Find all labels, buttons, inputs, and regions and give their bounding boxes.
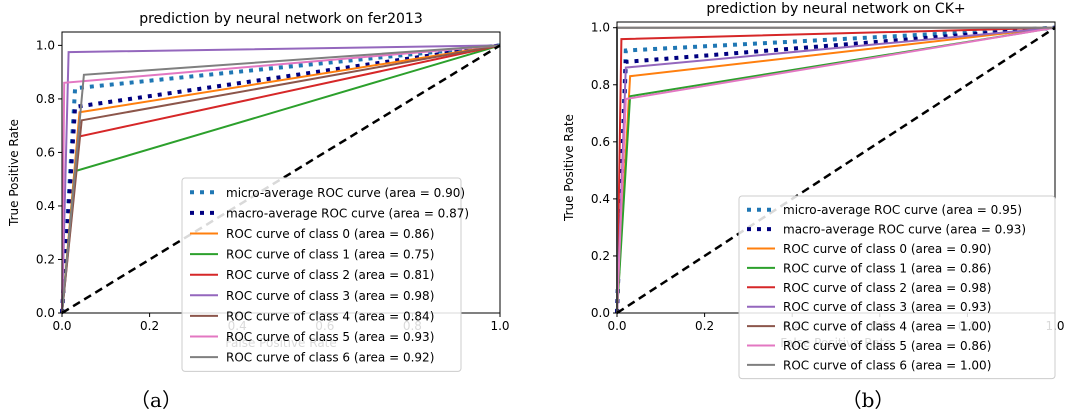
legend-entry: ROC curve of class 4 (area = 0.84) xyxy=(226,309,434,323)
x-tick-label: 0.2 xyxy=(140,319,159,333)
legend-entry: ROC curve of class 3 (area = 0.93) xyxy=(783,300,991,314)
legend: micro-average ROC curve (area = 0.95) mac… xyxy=(738,195,1056,380)
legend-entry: ROC curve of class 1 (area = 0.75) xyxy=(226,248,434,262)
chart-b: prediction by neural network on CK+0.0 0.… xyxy=(562,1,1065,380)
legend-entry: macro-average ROC curve (area = 0.93) xyxy=(783,223,1026,237)
legend-entry: ROC curve of class 1 (area = 0.86) xyxy=(783,261,991,275)
y-tick-label: 0.2 xyxy=(36,252,55,266)
legend-entry: micro-average ROC curve (area = 0.90) xyxy=(226,186,465,200)
y-tick-label: 0.8 xyxy=(591,78,610,92)
chart-a: prediction by neural network on fer2013 0… xyxy=(7,11,510,372)
series-line-7 xyxy=(61,44,501,314)
legend-entry: ROC curve of class 3 (area = 0.98) xyxy=(226,289,434,303)
chance-diagonal-line xyxy=(616,26,1056,315)
x-tick-label: 0.0 xyxy=(607,319,626,333)
y-tick-label: 0.4 xyxy=(591,192,610,206)
legend-box xyxy=(738,195,1056,380)
y-tick-label: 0.0 xyxy=(591,306,610,320)
legend: micro-average ROC curve (area = 0.90) mac… xyxy=(181,177,469,372)
legend-entry: ROC curve of class 4 (area = 1.00) xyxy=(783,320,991,334)
legend-entry: micro-average ROC curve (area = 0.95) xyxy=(783,203,1022,217)
legend-entry: ROC curve of class 5 (area = 0.86) xyxy=(783,339,991,353)
series-line-5 xyxy=(61,44,501,314)
series-line-8 xyxy=(61,44,501,314)
legend-entry: ROC curve of class 0 (area = 0.86) xyxy=(226,227,434,241)
y-axis-label: True Positive Rate xyxy=(7,119,21,227)
legend-box xyxy=(181,177,462,372)
y-tick-label: 1.0 xyxy=(36,38,55,52)
y-tick-label: 0.2 xyxy=(591,249,610,263)
legend-entry: ROC curve of class 2 (area = 0.81) xyxy=(226,268,434,282)
series-line-1 xyxy=(60,43,501,314)
legend-entry: ROC curve of class 0 (area = 0.90) xyxy=(783,242,991,256)
legend-entry: ROC curve of class 2 (area = 0.98) xyxy=(783,281,991,295)
series-line-7 xyxy=(616,26,1056,314)
y-tick-label: 0.0 xyxy=(36,306,55,320)
y-tick-label: 0.4 xyxy=(36,199,55,213)
chart-title: prediction by neural network on CK+ xyxy=(706,1,965,17)
legend-entry: ROC curve of class 5 (area = 0.93) xyxy=(226,330,434,344)
chance-diagonal-line xyxy=(61,44,501,315)
y-tick-label: 1.0 xyxy=(591,21,610,35)
caption-b: （b） xyxy=(841,388,895,412)
caption-a: （a） xyxy=(130,388,182,412)
y-axis-label: True Positive Rate xyxy=(562,114,576,222)
legend-entry: ROC curve of class 6 (area = 1.00) xyxy=(783,358,991,372)
y-tick-label: 0.6 xyxy=(591,135,610,149)
series-line-4 xyxy=(616,26,1056,314)
y-tick-label: 0.6 xyxy=(36,145,55,159)
legend-entry: ROC curve of class 6 (area = 0.92) xyxy=(226,351,434,365)
legend-entry: macro-average ROC curve (area = 0.87) xyxy=(226,206,469,220)
x-tick-label: 1.0 xyxy=(490,319,509,333)
x-tick-label: 0.2 xyxy=(695,319,714,333)
y-tick-label: 0.8 xyxy=(36,92,55,106)
series-line-0 xyxy=(615,25,1056,314)
x-tick-label: 0.0 xyxy=(52,319,71,333)
chart-title: prediction by neural network on fer2013 xyxy=(139,11,422,27)
